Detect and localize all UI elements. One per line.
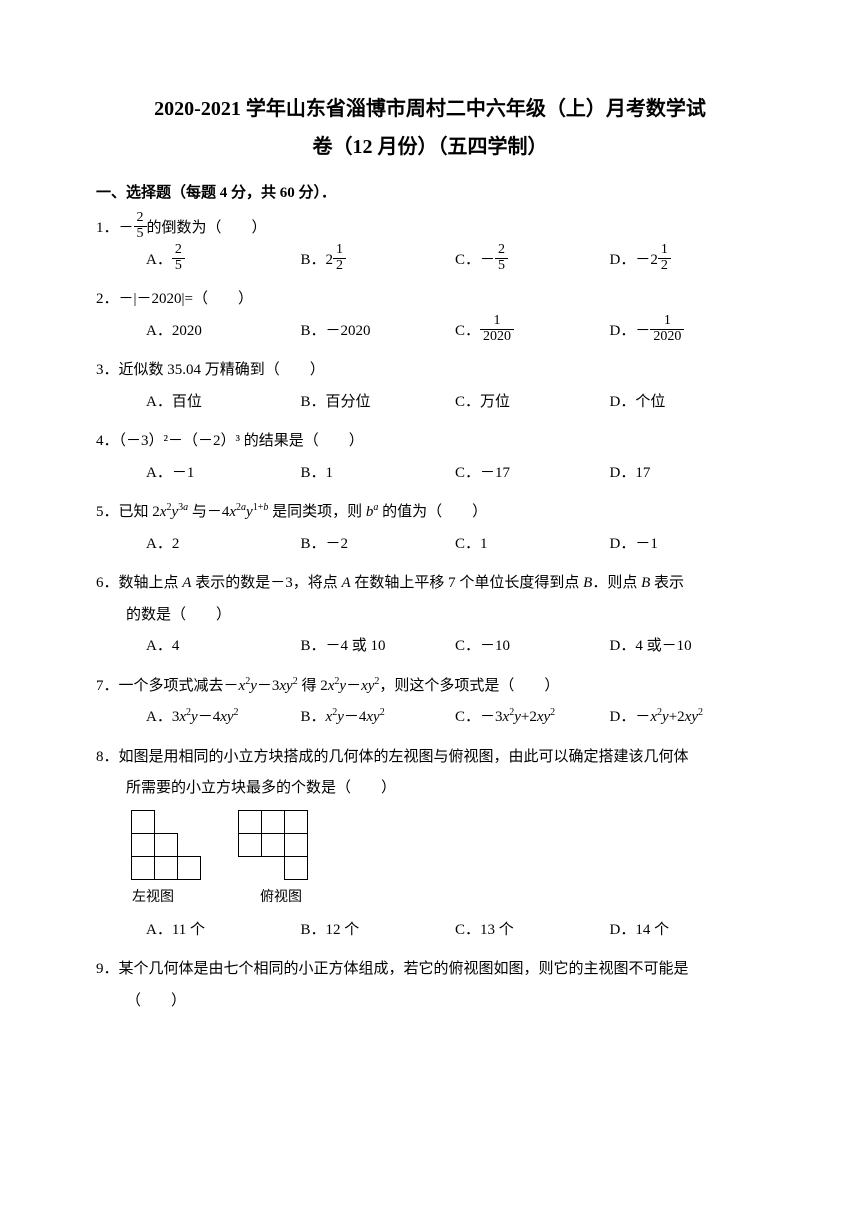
q5-opt-d: D．－1 [610,529,765,561]
q7-opt-c: C．－3x2y+2xy2 [455,702,610,734]
q9-line2: （ ） [96,986,764,1018]
q4-opt-b: B．1 [301,458,456,490]
q6-opt-a: A．4 [146,631,301,663]
q2-opt-a: A．2020 [146,316,301,348]
q2-opt-b: B．－2020 [301,316,456,348]
q8-opt-c: C．13 个 [455,915,610,947]
q4-opt-a: A．－1 [146,458,301,490]
q5-opt-c: C．1 [455,529,610,561]
q1-frac: 25 [134,211,147,241]
q3-opt-b: B．百分位 [301,387,456,419]
q4-text: 4．（－3）²－（－2）³ 的结果是（ ） [96,426,764,458]
q4-opt-d: D．17 [610,458,765,490]
q8-opt-d: D．14 个 [610,915,765,947]
question-2: 2．－|－2020|=（ ） A．2020 B．－2020 C．12020 D．… [96,284,764,347]
q7-opt-b: B．x2y－4xy2 [301,702,456,734]
q6-opt-b: B．－4 或 10 [301,631,456,663]
q7-opt-a: A．3x2y－4xy2 [146,702,301,734]
q6-opt-c: C．－10 [455,631,610,663]
q5-text: 5．已知 2x2y3a 与－4x2ay1+b 是同类项，则 ba 的值为（ ） [96,497,764,529]
question-8: 8．如图是用相同的小立方块搭成的几何体的左视图与俯视图，由此可以确定搭建该几何体… [96,742,764,947]
title-line2: 卷（12 月份）（五四学制） [96,128,764,166]
q6-line1: 6．数轴上点 A 表示的数是－3，将点 A 在数轴上平移 7 个单位长度得到点 … [96,568,764,600]
section-header: 一、选择题（每题 4 分，共 60 分）． [96,180,764,207]
q8-line1: 8．如图是用相同的小立方块搭成的几何体的左视图与俯视图，由此可以确定搭建该几何体 [96,742,764,774]
question-7: 7．一个多项式减去－x2y－3xy2 得 2x2y－xy2，则这个多项式是（ ）… [96,671,764,734]
q2-text: 2．－|－2020|=（ ） [96,284,764,316]
left-view-figure [132,811,201,880]
question-4: 4．（－3）²－（－2）³ 的结果是（ ） A．－1 B．1 C．－17 D．1… [96,426,764,489]
q6-line2: 的数是（ ） [96,600,764,632]
question-3: 3．近似数 35.04 万精确到（ ） A．百位 B．百分位 C．万位 D．个位 [96,355,764,418]
q3-opt-d: D．个位 [610,387,765,419]
q1-prefix: 1．－ [96,220,134,236]
q1-suffix: 的倒数为（ ） [147,220,267,236]
q7-text: 7．一个多项式减去－x2y－3xy2 得 2x2y－xy2，则这个多项式是（ ） [96,671,764,703]
q8-opt-b: B．12 个 [301,915,456,947]
question-1: 1．－25的倒数为（ ） A．25 B．212 C．－25 D．－212 [96,213,764,276]
left-view-label: 左视图 [132,882,204,911]
q1-opt-b: B．212 [301,245,456,277]
q1-opt-d: D．－212 [610,245,765,277]
q3-opt-c: C．万位 [455,387,610,419]
q3-text: 3．近似数 35.04 万精确到（ ） [96,355,764,387]
question-5: 5．已知 2x2y3a 与－4x2ay1+b 是同类项，则 ba 的值为（ ） … [96,497,764,560]
top-view-figure [239,811,308,880]
q5-opt-a: A．2 [146,529,301,561]
q1-opt-a: A．25 [146,245,301,277]
q7-opt-d: D．－x2y+2xy2 [610,702,765,734]
q9-line1: 9．某个几何体是由七个相同的小正方体组成，若它的俯视图如图，则它的主视图不可能是 [96,954,764,986]
top-view-label: 俯视图 [260,882,332,911]
q2-opt-d: D．－12020 [610,316,765,348]
q8-line2: 所需要的小立方块最多的个数是（ ） [96,773,764,805]
question-9: 9．某个几何体是由七个相同的小正方体组成，若它的俯视图如图，则它的主视图不可能是… [96,954,764,1017]
q6-opt-d: D．4 或－10 [610,631,765,663]
q3-opt-a: A．百位 [146,387,301,419]
q1-opt-c: C．－25 [455,245,610,277]
question-6: 6．数轴上点 A 表示的数是－3，将点 A 在数轴上平移 7 个单位长度得到点 … [96,568,764,663]
q4-opt-c: C．－17 [455,458,610,490]
title-line1: 2020-2021 学年山东省淄博市周村二中六年级（上）月考数学试 [96,90,764,128]
q5-opt-b: B．－2 [301,529,456,561]
q2-opt-c: C．12020 [455,316,610,348]
q8-opt-a: A．11 个 [146,915,301,947]
